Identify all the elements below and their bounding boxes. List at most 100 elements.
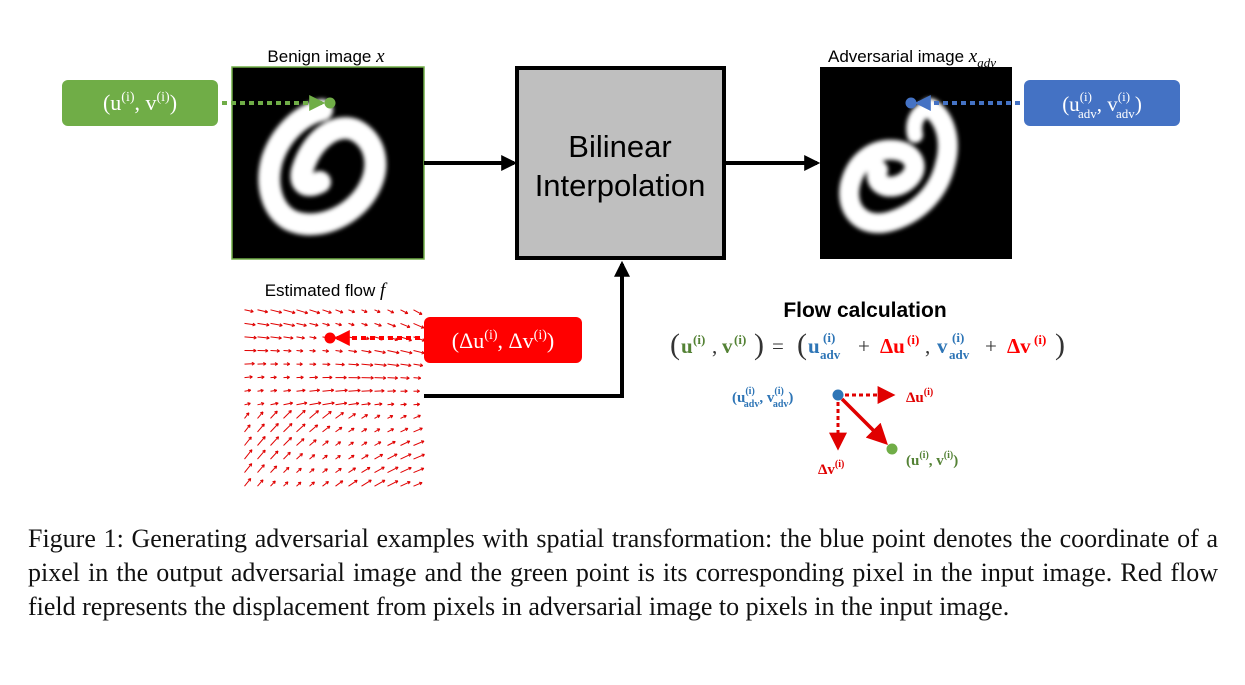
flow-vector-head xyxy=(326,322,330,327)
flow-vector xyxy=(309,389,320,392)
flow-vector-head xyxy=(404,427,409,432)
red-flow-tag: (Δu(i), Δv(i)) xyxy=(424,317,582,363)
flow-vector-head xyxy=(406,324,411,329)
flow-vector-head xyxy=(341,362,345,367)
flow-vector-head xyxy=(273,388,278,393)
flow-vector-head xyxy=(369,388,373,393)
flow-vector-head xyxy=(291,323,296,327)
flow-vector xyxy=(335,350,343,352)
flow-vector-head xyxy=(265,348,269,353)
flow-vector xyxy=(309,439,317,446)
flow-vector xyxy=(374,466,385,474)
flow-vector xyxy=(322,440,329,446)
flow-vector xyxy=(270,436,279,446)
flow-vector xyxy=(387,441,396,446)
flow-vector xyxy=(322,309,332,314)
flow-vector-head xyxy=(330,388,335,393)
flow-vector xyxy=(257,322,270,326)
flow-vector-head xyxy=(304,401,308,406)
flow-vector-head xyxy=(363,428,368,432)
flow-vector-head xyxy=(408,363,412,368)
flow-vector-head xyxy=(391,402,395,407)
flow-vector-head xyxy=(299,453,303,457)
flow-vector xyxy=(413,350,425,354)
flow-vector-head xyxy=(338,426,343,431)
flow-vector-head xyxy=(352,413,356,417)
flow-vector xyxy=(257,479,264,487)
flow-vector xyxy=(413,440,425,446)
flow-vector-head xyxy=(251,361,255,366)
flow-vector-head xyxy=(340,412,344,416)
flow-vector-head xyxy=(343,375,347,380)
flow-vector-head xyxy=(273,465,278,470)
flow-vector-head xyxy=(247,424,251,428)
flow-vector xyxy=(361,350,372,353)
flow-vector-head xyxy=(368,479,372,483)
flow-vector-head xyxy=(392,440,396,445)
flow-vector-head xyxy=(338,322,342,327)
flow-vector xyxy=(322,402,335,406)
svg-text:(u(i)adv, v(i)adv): (u(i) adv, v(i) adv) xyxy=(1062,89,1142,121)
flow-vector-head xyxy=(287,388,292,393)
svg-text:): ) xyxy=(754,328,764,361)
green-coordinate-tag: (u(i), v(i)) xyxy=(62,80,218,126)
flow-vector xyxy=(387,466,399,474)
flow-vector xyxy=(244,363,255,365)
flow-vector-head xyxy=(396,350,400,355)
flow-vector-head xyxy=(326,425,331,430)
flow-vector xyxy=(335,412,344,419)
blue-coordinate-tag: (u(i) adv, v(i) adv) xyxy=(1024,80,1180,126)
flow-vector xyxy=(413,453,425,460)
flow-vector xyxy=(283,437,292,446)
flow-vector-head xyxy=(302,423,306,427)
flow-vector-head xyxy=(291,310,296,315)
flow-vector-head xyxy=(301,336,305,340)
flow-calculation-title: Flow calculation xyxy=(783,299,946,322)
flow-vector-head xyxy=(324,454,328,459)
flow-vector xyxy=(283,466,290,473)
flow-vector-head xyxy=(315,323,319,327)
flow-vector xyxy=(296,423,306,433)
svg-text:,: , xyxy=(712,334,717,358)
flow-vector xyxy=(309,410,319,419)
flow-vector-head xyxy=(357,388,361,393)
flow-vector-head xyxy=(406,440,411,444)
flow-vector xyxy=(348,402,359,406)
svg-text:(i): (i) xyxy=(693,332,705,347)
flow-vector-head xyxy=(350,441,354,446)
flow-vector xyxy=(257,376,265,379)
flow-vector-head xyxy=(302,409,306,414)
flow-vector xyxy=(257,411,264,419)
flow-vector-head xyxy=(302,388,306,393)
flow-vector-head xyxy=(310,468,315,472)
flow-vector-head xyxy=(327,362,331,367)
flow-vector-head xyxy=(288,410,292,414)
flow-vector-head xyxy=(278,336,282,340)
flow-vector xyxy=(296,322,307,327)
flow-vector xyxy=(257,436,266,446)
flow-vector-head xyxy=(367,402,371,406)
flow-vector-head xyxy=(247,402,251,406)
flow-vector xyxy=(361,414,368,419)
flow-vector-head xyxy=(396,363,400,368)
flow-vector-head xyxy=(394,376,398,380)
flow-vector-head xyxy=(419,481,423,486)
flow-vector xyxy=(309,309,320,314)
flow-vector-head xyxy=(274,362,278,366)
diagonal-arrow xyxy=(840,397,888,445)
svg-text:Δv: Δv xyxy=(1007,334,1031,358)
flow-vector-head xyxy=(351,322,355,327)
flow-vector-head xyxy=(247,388,252,393)
flow-vector xyxy=(387,453,398,460)
flow-vector-head xyxy=(248,436,252,440)
flow-vector-head xyxy=(325,349,329,353)
flow-vector xyxy=(400,467,412,474)
flow-vector xyxy=(335,309,344,314)
svg-text:(i): (i) xyxy=(952,330,964,345)
flow-vector-head xyxy=(365,454,369,458)
flow-vector xyxy=(413,322,425,329)
flow-vector xyxy=(244,424,251,433)
flow-vector xyxy=(283,402,293,406)
svg-text:(: ( xyxy=(797,328,807,361)
